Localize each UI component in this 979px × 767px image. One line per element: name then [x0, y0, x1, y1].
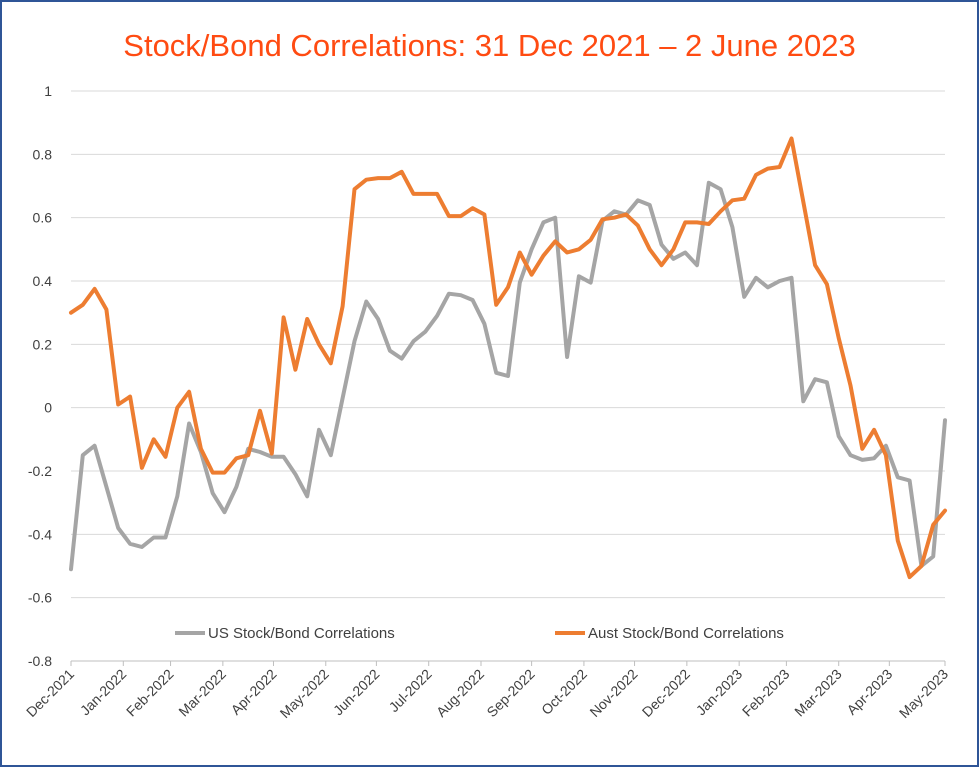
legend-label: Aust Stock/Bond Correlations [588, 625, 784, 642]
y-tick-label: -0.6 [28, 590, 52, 606]
legend-label: US Stock/Bond Correlations [208, 625, 395, 642]
y-tick-label: 0.8 [33, 146, 53, 162]
legend: US Stock/Bond Correlations Aust Stock/Bon… [175, 625, 784, 642]
y-axis-ticks: 1 0.8 0.6 0.4 0.2 0 -0.2 -0.4 -0.6 -0.8 [28, 83, 52, 669]
y-tick-label: 0 [44, 400, 52, 416]
y-tick-label: 0.6 [33, 210, 53, 226]
x-tick-label: Aug-2022 [433, 666, 487, 720]
y-tick-label: -0.2 [28, 463, 52, 479]
x-tick-label: Sep-2022 [483, 666, 537, 720]
x-tick-label: Dec-2022 [639, 666, 693, 720]
gridlines [71, 90, 945, 599]
y-tick-label: 0.4 [33, 273, 53, 289]
y-tick-label: 1 [44, 83, 52, 99]
x-tick-label: May-2023 [896, 666, 951, 721]
x-tick-label: Dec-2021 [23, 666, 77, 720]
x-tick-label: Mar-2022 [175, 666, 229, 720]
aust-series-line [69, 136, 947, 580]
x-axis-ticks: Dec-2021 Jan-2022Feb-2022Mar-2022Apr-2022… [23, 661, 951, 721]
x-tick-label: Mar-2023 [791, 666, 845, 720]
x-tick-label: Jan-2022 [77, 666, 130, 719]
x-tick-label: Apr-2022 [228, 666, 280, 718]
x-tick-label: Feb-2023 [739, 666, 793, 720]
x-tick-label: Jun-2022 [330, 666, 383, 719]
x-tick-label: Jan-2023 [693, 666, 746, 719]
us-series-line [69, 180, 947, 572]
y-tick-label: 0.2 [33, 336, 53, 352]
chart-title: Stock/Bond Correlations: 31 Dec 2021 – 2… [123, 28, 856, 63]
x-tick-label: Feb-2022 [123, 666, 177, 720]
y-tick-label: -0.4 [28, 526, 52, 542]
x-tick-label: Jul-2022 [386, 666, 435, 715]
x-tick-label: May-2022 [277, 666, 332, 721]
x-tick-label: Apr-2023 [843, 666, 895, 718]
x-tick-label: Nov-2022 [586, 666, 640, 720]
series-lines [69, 136, 947, 580]
x-tick-label: Oct-2022 [538, 666, 590, 718]
y-tick-label: -0.8 [28, 653, 52, 669]
